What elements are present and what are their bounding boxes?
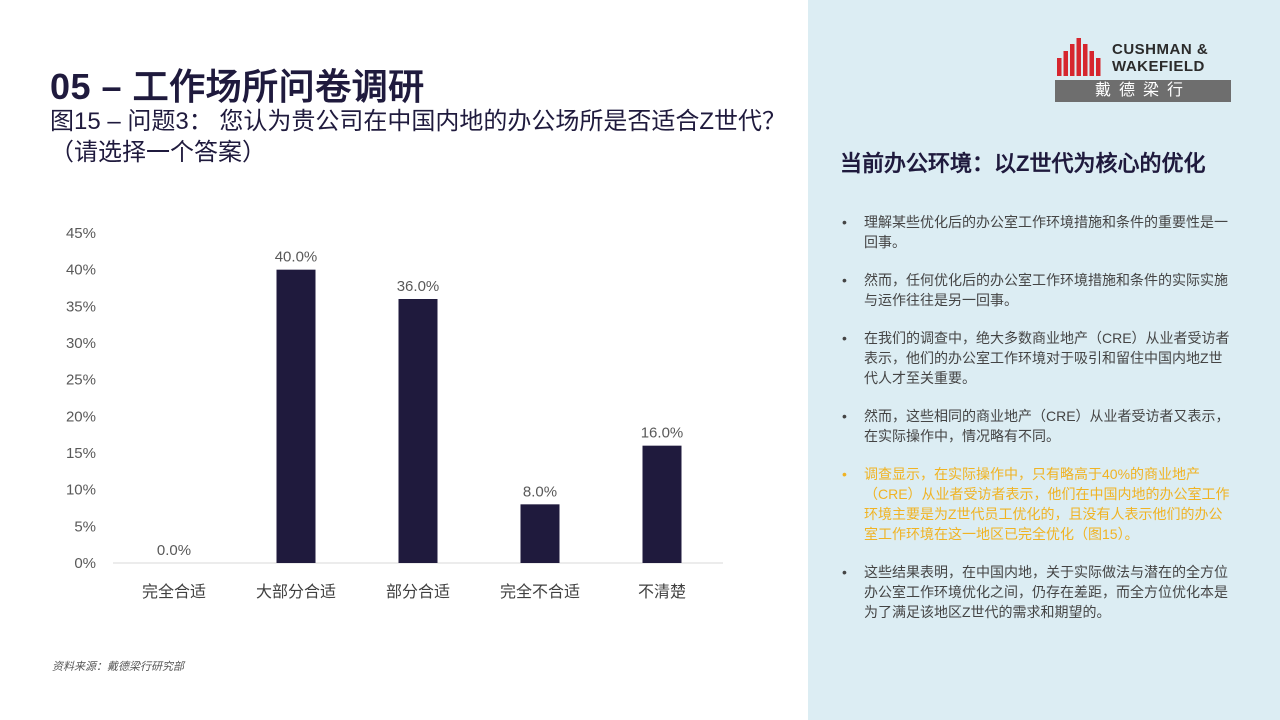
bullet-dot: • — [842, 330, 847, 346]
logo-bar — [1076, 38, 1081, 76]
x-category-label: 大部分合适 — [256, 583, 336, 601]
logo-bar — [1083, 44, 1088, 76]
x-category-label: 完全不合适 — [500, 583, 580, 601]
bar — [642, 445, 682, 563]
y-tick-label: 35% — [66, 298, 96, 315]
y-tick-label: 10% — [66, 482, 96, 499]
bar-value-label: 8.0% — [523, 483, 557, 500]
bar-value-label: 36.0% — [397, 278, 440, 295]
page-title: 05 – 工作场所问卷调研 — [50, 66, 425, 107]
x-category-label: 部分合适 — [386, 583, 450, 601]
bullet-dot: • — [842, 272, 847, 288]
y-tick-label: 5% — [74, 518, 96, 535]
logo-bar — [1096, 58, 1101, 76]
bar-value-label: 40.0% — [275, 249, 318, 266]
bullet-item: • 然而，任何优化后的办公室工作环境措施和条件的实际实施与运作往往是另一回事。 — [840, 270, 1232, 310]
logo-building-icon — [1057, 38, 1101, 76]
sidebar-bullet-list: • 理解某些优化后的办公室工作环境措施和条件的重要性是一回事。 • 然而，任何优化后的… — [840, 212, 1232, 640]
left-panel: 05 – 工作场所问卷调研 图15 – 问题3： 您认为贵公司在中国内地的办公场… — [50, 66, 787, 673]
bullet-text: 然而，这些相同的商业地产（CRE）从业者受访者又表示，在实际操作中，情况略有不同… — [864, 408, 1230, 444]
bullet-text: 在我们的调查中，绝大多数商业地产（CRE）从业者受访者表示，他们的办公室工作环境… — [864, 330, 1230, 386]
bar — [398, 299, 438, 563]
y-tick-label: 30% — [66, 335, 96, 352]
y-tick-label: 25% — [66, 372, 96, 389]
bullet-dot: • — [842, 408, 847, 424]
y-tick-label: 15% — [66, 445, 96, 462]
y-tick-label: 0% — [74, 555, 96, 572]
logo-bar — [1089, 51, 1094, 76]
bullet-dot: • — [842, 564, 847, 580]
bullet-item: • 然而，这些相同的商业地产（CRE）从业者受访者又表示，在实际操作中，情况略有不… — [840, 406, 1232, 446]
bullet-item: • 这些结果表明，在中国内地，关于实际做法与潜在的全方位办公室工作环境优化之间，仍… — [840, 562, 1232, 622]
logo-bar — [1063, 51, 1068, 76]
x-category-label: 不清楚 — [638, 583, 686, 601]
logo-chinese-name: 戴德梁行 — [1055, 80, 1231, 102]
source-note: 资料来源：戴德梁行研究部 — [52, 661, 184, 673]
y-tick-label: 20% — [66, 408, 96, 425]
bullet-text: 然而，任何优化后的办公室工作环境措施和条件的实际实施与运作往往是另一回事。 — [864, 272, 1228, 308]
x-category-label: 完全合适 — [142, 583, 206, 601]
y-tick-label: 45% — [66, 225, 96, 242]
logo-line-2: WAKEFIELD — [1112, 58, 1205, 75]
logo-bar — [1057, 58, 1062, 76]
figure-subtitle: 图15 – 问题3： 您认为贵公司在中国内地的办公场所是否适合Z世代？（请选择一… — [50, 108, 787, 166]
bullet-text: 理解某些优化后的办公室工作环境措施和条件的重要性是一回事。 — [864, 214, 1228, 250]
bullet-item: • 调查显示，在实际操作中，只有略高于40%的商业地产（CRE）从业者受访者表示，… — [840, 464, 1232, 544]
bar-value-label: 16.0% — [641, 425, 684, 442]
logo-wordmark: CUSHMAN & WAKEFIELD — [1112, 41, 1208, 75]
right-panel — [808, 0, 1280, 720]
bar-value-label: 0.0% — [157, 542, 191, 559]
bullet-dot: • — [842, 466, 847, 482]
bullet-text: 这些结果表明，在中国内地，关于实际做法与潜在的全方位办公室工作环境优化之间，仍存… — [864, 564, 1228, 620]
sidebar-heading: 当前办公环境：以Z世代为核心的优化 — [840, 151, 1206, 176]
bullet-item: • 理解某些优化后的办公室工作环境措施和条件的重要性是一回事。 — [840, 212, 1232, 252]
bullet-text: 调查显示，在实际操作中，只有略高于40%的商业地产（CRE）从业者受访者表示，他… — [864, 466, 1230, 542]
logo-bar — [1070, 44, 1075, 76]
bar — [276, 269, 316, 563]
y-tick-label: 40% — [66, 262, 96, 279]
bar-chart: 0% 5% 10% 15% 20% 25% 30% 35% 40% 45% 0.0% 完全合适 40.0… — [66, 225, 723, 601]
cushman-wakefield-logo: CUSHMAN & WAKEFIELD 戴德梁行 — [1055, 36, 1231, 102]
logo-line-1: CUSHMAN & — [1112, 41, 1209, 58]
bullet-item: • 在我们的调查中，绝大多数商业地产（CRE）从业者受访者表示，他们的办公室工作环… — [840, 328, 1232, 388]
bullet-dot: • — [842, 214, 847, 230]
bar — [520, 504, 560, 563]
